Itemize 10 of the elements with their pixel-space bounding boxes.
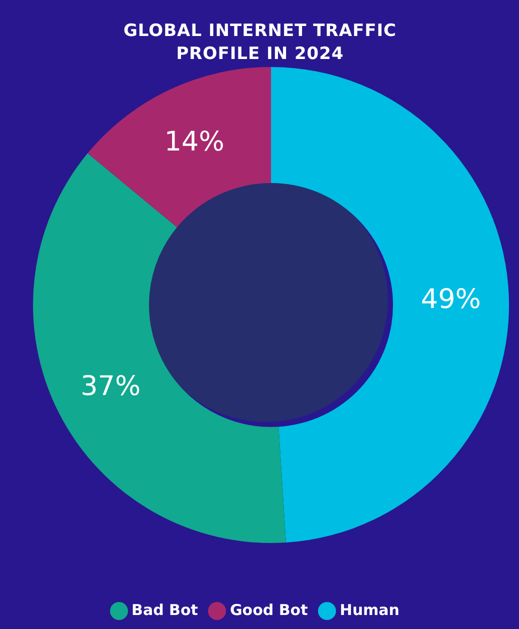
donut-slice [271, 67, 509, 543]
legend-label: Bad Bot [132, 601, 198, 620]
legend-label: Human [340, 601, 400, 620]
data-label: 49% [420, 284, 481, 315]
donut-slice [33, 153, 286, 543]
chart-title: GLOBAL INTERNET TRAFFIC PROFILE IN 2024 [122, 20, 398, 66]
donut-slice [88, 67, 271, 228]
data-label: 37% [80, 371, 141, 402]
data-label: 14% [164, 126, 224, 158]
legend-label: Good Bot [230, 601, 308, 620]
